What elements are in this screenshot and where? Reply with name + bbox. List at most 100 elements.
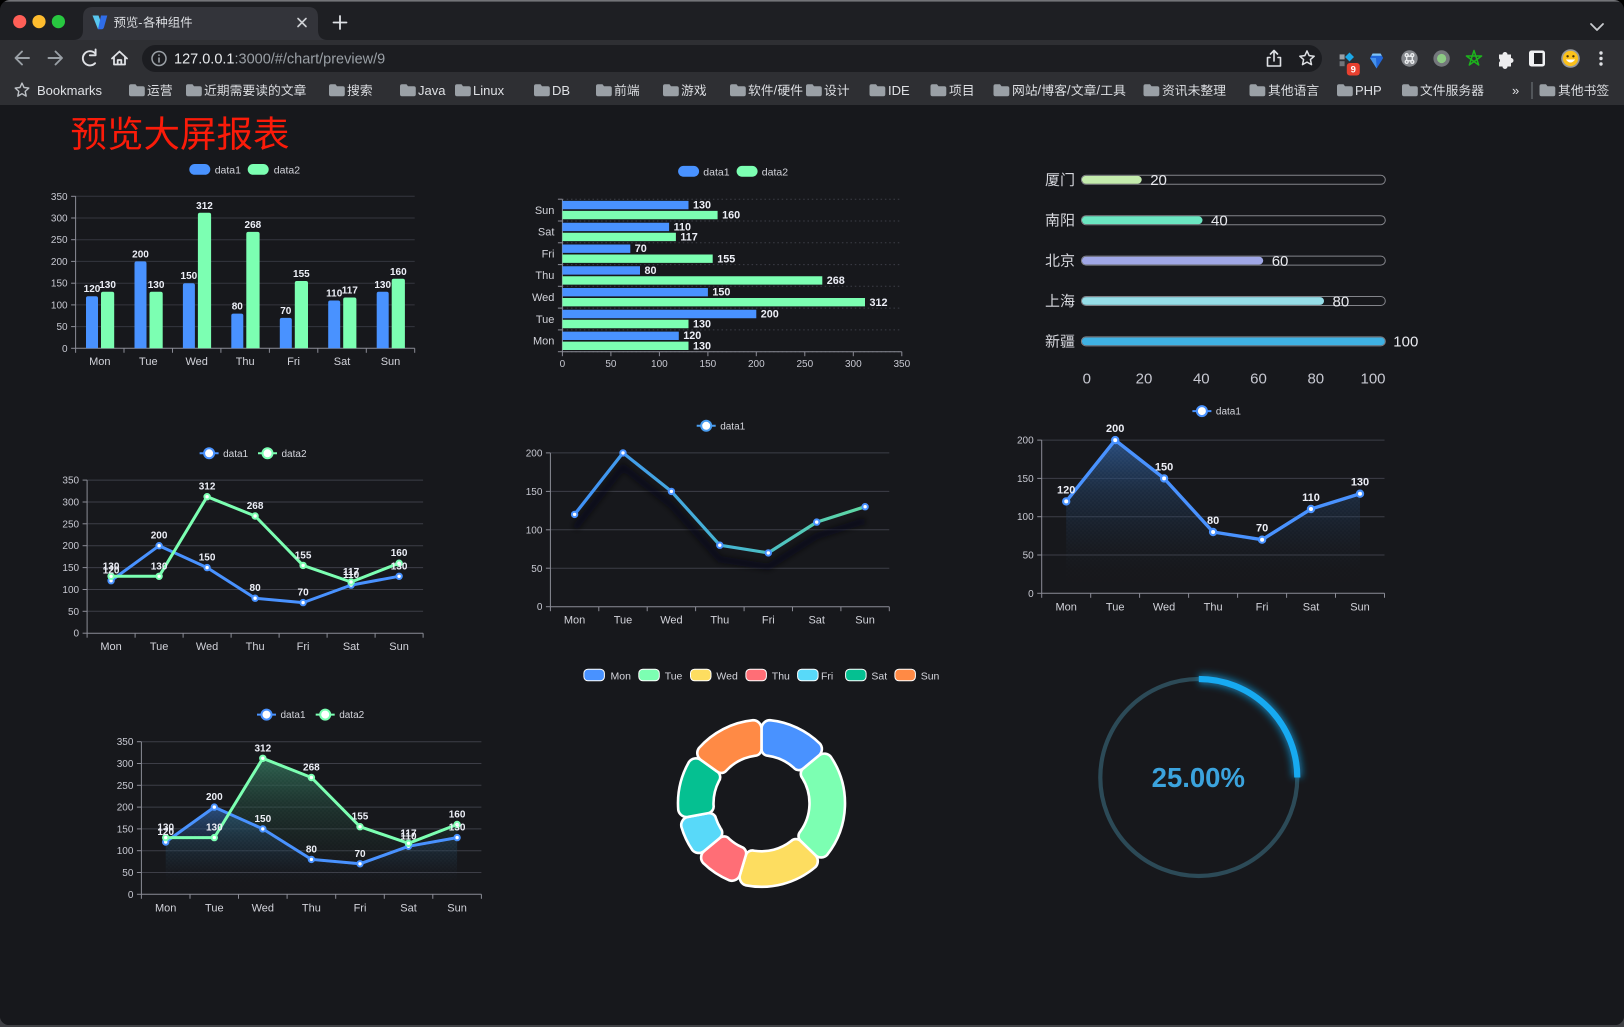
- svg-text:120: 120: [683, 330, 701, 342]
- svg-text:300: 300: [845, 359, 862, 370]
- svg-text:150: 150: [700, 359, 717, 370]
- svg-text:data2: data2: [274, 164, 300, 176]
- svg-text:0: 0: [560, 359, 566, 370]
- svg-text:/: /: [1097, 83, 1101, 98]
- svg-text:Sat: Sat: [871, 670, 887, 682]
- svg-text:70: 70: [280, 306, 292, 317]
- svg-text:100: 100: [117, 846, 134, 857]
- svg-text:Sat: Sat: [343, 641, 360, 653]
- svg-text:60: 60: [1272, 253, 1289, 270]
- svg-text:50: 50: [56, 322, 68, 333]
- svg-text:Thu: Thu: [710, 615, 729, 627]
- svg-text:Fri: Fri: [1256, 601, 1269, 613]
- svg-text:130: 130: [693, 319, 711, 331]
- svg-text:Mon: Mon: [155, 902, 176, 914]
- svg-text:150: 150: [62, 563, 79, 574]
- svg-text:Mon: Mon: [533, 336, 554, 348]
- svg-text:/: /: [1067, 83, 1071, 98]
- svg-text:data1: data1: [703, 166, 729, 178]
- svg-text:Wed: Wed: [252, 902, 274, 914]
- svg-text:Tue: Tue: [150, 641, 169, 653]
- svg-text:Sun: Sun: [535, 205, 555, 217]
- svg-text:Thu: Thu: [535, 270, 554, 282]
- svg-text:160: 160: [722, 210, 740, 222]
- svg-text:0: 0: [128, 890, 134, 901]
- svg-text:100: 100: [51, 300, 68, 311]
- svg-text:200: 200: [117, 803, 134, 814]
- svg-text:Sun: Sun: [447, 902, 467, 914]
- svg-text:Mon: Mon: [1055, 601, 1076, 613]
- svg-text:25.00%: 25.00%: [1152, 762, 1245, 793]
- svg-text:200: 200: [526, 448, 543, 459]
- svg-text:/: /: [1038, 83, 1042, 98]
- svg-text:70: 70: [635, 243, 647, 255]
- svg-text:155: 155: [293, 269, 310, 280]
- svg-text:120: 120: [157, 827, 174, 838]
- svg-text:200: 200: [51, 257, 68, 268]
- svg-text:Tue: Tue: [139, 356, 158, 368]
- svg-text:117: 117: [680, 232, 697, 244]
- svg-text:155: 155: [352, 812, 369, 823]
- svg-text:data1: data1: [1216, 407, 1241, 418]
- svg-text:Sat: Sat: [538, 227, 555, 239]
- svg-text:50: 50: [68, 607, 80, 618]
- svg-text:Sat: Sat: [1303, 601, 1320, 613]
- svg-text:Fri: Fri: [354, 902, 367, 914]
- svg-text:data2: data2: [762, 166, 788, 178]
- svg-text:160: 160: [391, 548, 408, 559]
- svg-text:350: 350: [62, 476, 79, 487]
- svg-text:data1: data1: [281, 710, 306, 721]
- svg-text:130: 130: [1351, 477, 1369, 489]
- svg-text:150: 150: [181, 271, 198, 282]
- svg-text:268: 268: [827, 275, 845, 287]
- svg-text:Sun: Sun: [855, 615, 875, 627]
- svg-text:160: 160: [449, 810, 466, 821]
- svg-text:Fri: Fri: [542, 249, 555, 261]
- svg-text:Tue: Tue: [536, 314, 555, 326]
- svg-text:Sun: Sun: [381, 356, 401, 368]
- svg-text:»: »: [1512, 83, 1519, 98]
- svg-text:120: 120: [1057, 484, 1075, 496]
- svg-text:9: 9: [1351, 65, 1356, 76]
- svg-text:50: 50: [605, 359, 617, 370]
- svg-text:100: 100: [1393, 334, 1418, 351]
- svg-text:Wed: Wed: [660, 615, 682, 627]
- svg-text:268: 268: [303, 763, 320, 774]
- svg-text:Sun: Sun: [921, 670, 940, 682]
- svg-text:Sat: Sat: [808, 615, 825, 627]
- svg-text:Fri: Fri: [297, 641, 310, 653]
- svg-text:DB: DB: [552, 83, 570, 98]
- svg-text:120: 120: [103, 566, 120, 577]
- svg-text:150: 150: [1155, 461, 1173, 473]
- svg-text:Tue: Tue: [1106, 601, 1125, 613]
- svg-text:155: 155: [295, 550, 312, 561]
- svg-text:Mon: Mon: [611, 670, 632, 682]
- svg-text:350: 350: [893, 359, 910, 370]
- svg-text:20: 20: [1150, 172, 1167, 189]
- svg-text:300: 300: [62, 498, 79, 509]
- svg-text:127.0.0.1:3000/#/chart/preview: 127.0.0.1:3000/#/chart/preview/9: [174, 52, 385, 68]
- svg-text:Wed: Wed: [196, 641, 218, 653]
- svg-text:80: 80: [306, 844, 318, 855]
- svg-text:Wed: Wed: [185, 356, 207, 368]
- svg-text:Mon: Mon: [564, 615, 585, 627]
- svg-text:/: /: [774, 83, 778, 98]
- svg-text:110: 110: [326, 289, 343, 300]
- svg-text:80: 80: [1333, 293, 1350, 310]
- svg-text:160: 160: [390, 267, 407, 278]
- svg-text:268: 268: [247, 501, 264, 512]
- svg-text:Fri: Fri: [762, 615, 775, 627]
- svg-text:155: 155: [717, 253, 735, 265]
- svg-text:350: 350: [51, 192, 68, 203]
- svg-text:data1: data1: [720, 421, 745, 432]
- svg-text:117: 117: [400, 828, 417, 839]
- svg-text:250: 250: [62, 519, 79, 530]
- svg-text:100: 100: [526, 525, 543, 536]
- svg-text:250: 250: [51, 235, 68, 246]
- svg-text:Sun: Sun: [389, 641, 409, 653]
- svg-text:Bookmarks: Bookmarks: [37, 83, 103, 98]
- svg-text:268: 268: [245, 220, 262, 231]
- svg-text:Tue: Tue: [205, 902, 224, 914]
- svg-text:312: 312: [870, 297, 888, 309]
- svg-text:100: 100: [651, 359, 668, 370]
